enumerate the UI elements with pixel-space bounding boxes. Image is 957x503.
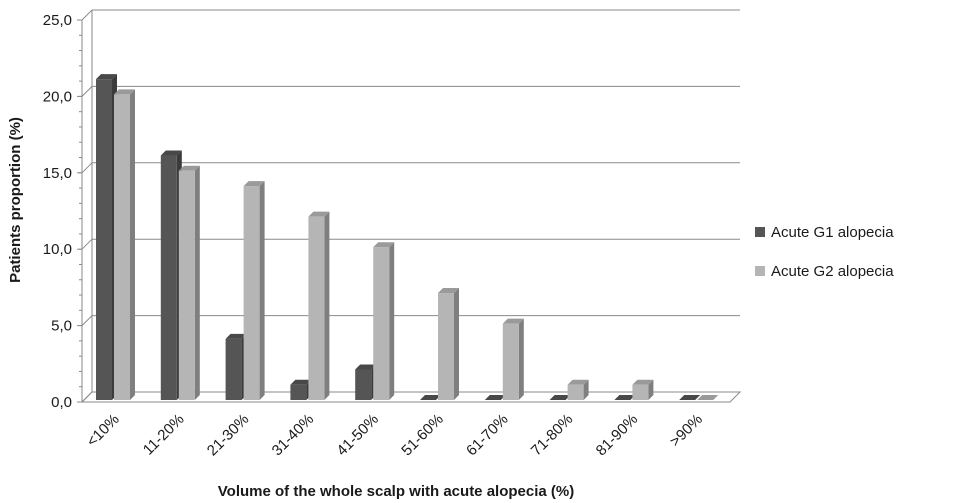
bar-acute-g2-9	[697, 395, 719, 400]
x-tick-label: 71-80%	[528, 411, 577, 460]
bar-acute-g2-5	[438, 288, 459, 400]
bar-acute-g1-1	[160, 150, 182, 400]
bar-acute-g1-4	[355, 364, 377, 400]
y-axis-ticks: 0,0 5,0 10,0 15,0 20,0 25,0	[43, 12, 82, 411]
y-tick-label: 10,0	[43, 241, 72, 258]
bar-acute-g2-8	[632, 379, 654, 400]
x-tick-label: 21-30%	[204, 411, 253, 460]
x-tick-label: 31-40%	[269, 411, 318, 460]
gridline-diagonal	[81, 86, 93, 97]
bar-acute-g2-4	[373, 242, 395, 400]
x-axis-title: Volume of the whole scalp with acute alo…	[218, 483, 574, 500]
bar-acute-g1-3	[290, 379, 312, 400]
bar-acute-g1-9	[679, 395, 701, 400]
gridline-diagonal	[81, 391, 93, 403]
bar-acute-g1-8	[614, 395, 636, 400]
y-tick-label: 25,0	[43, 12, 72, 29]
y-tick-label: 0,0	[51, 394, 72, 411]
bar-acute-g1-2	[225, 333, 247, 400]
bar-acute-g1-6	[484, 395, 506, 400]
gridline-diagonal	[81, 238, 93, 250]
gridlines	[81, 9, 740, 403]
legend-swatch-acute-g2	[755, 266, 765, 276]
bar-acute-g2-2	[243, 181, 265, 400]
gridline-diagonal	[81, 162, 93, 174]
bar-acute-g2-7	[567, 379, 589, 400]
x-tick-label: 61-70%	[463, 411, 512, 460]
gridline-diagonal	[81, 9, 93, 21]
bar-acute-g2-1	[178, 165, 200, 400]
x-tick-label: >90%	[667, 411, 706, 450]
x-tick-label: 51-60%	[398, 411, 447, 460]
legend: Acute G1 alopecia Acute G2 alopecia	[755, 224, 894, 280]
legend-label-acute-g1: Acute G1 alopecia	[771, 224, 894, 241]
x-tick-label: 81-90%	[593, 411, 642, 460]
x-axis-ticks: <10% 11-20% 21-30% 31-40% 41-50% 51-60% 61-70%…	[83, 411, 706, 460]
y-tick-label: 15,0	[43, 165, 72, 182]
gridline-diagonal	[81, 315, 93, 326]
x-tick-label: 11-20%	[140, 411, 188, 459]
bar-acute-g1-0	[96, 74, 117, 401]
bar-acute-g1-7	[549, 395, 571, 400]
bars	[96, 74, 719, 401]
bar-acute-g2-6	[502, 318, 524, 400]
bar-acute-g2-0	[114, 89, 135, 401]
bar-acute-g2-3	[308, 211, 330, 400]
x-tick-label: <10%	[83, 411, 122, 450]
y-tick-label: 5,0	[51, 318, 72, 335]
legend-label-acute-g2: Acute G2 alopecia	[771, 263, 894, 280]
y-axis-title: Patients proportion (%)	[7, 117, 24, 283]
legend-swatch-acute-g1	[755, 227, 765, 237]
bar-acute-g1-5	[420, 395, 441, 400]
y-tick-label: 20,0	[43, 88, 72, 105]
x-tick-label: 41-50%	[333, 411, 382, 460]
